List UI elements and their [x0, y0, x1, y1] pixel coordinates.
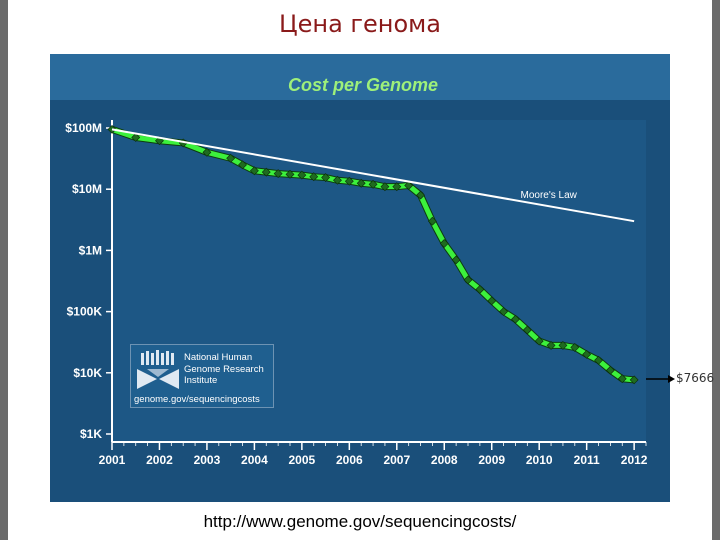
chart-svg: Cost per Genome $100M $10M $1M $100K $10K $1K 2…	[50, 54, 670, 467]
cost-point-18	[380, 182, 390, 192]
cost-point-6	[238, 160, 247, 170]
cost-point-21	[416, 190, 425, 200]
y-tick-label-5: $1K	[80, 427, 102, 441]
logo-line-3: Institute	[184, 375, 218, 386]
cost-point-9	[273, 169, 283, 179]
cost-point-37	[605, 365, 615, 375]
x-tick-label-4: 2005	[289, 453, 316, 467]
cost-point-5	[226, 153, 236, 163]
x-tick-label-6: 2007	[383, 453, 410, 467]
cost-point-31	[534, 336, 544, 346]
cost-point-30	[522, 325, 532, 335]
cost-point-29	[511, 314, 520, 324]
nhgri-logo-icon	[137, 350, 179, 389]
y-tick-label-1: $10M	[72, 182, 102, 196]
cost-point-28	[499, 307, 509, 317]
cost-point-14	[333, 175, 342, 185]
cost-point-23	[439, 239, 449, 248]
cost-point-26	[475, 285, 485, 294]
right-frame	[712, 0, 720, 540]
x-tick-label-0: 2001	[99, 453, 126, 467]
cost-point-34	[570, 342, 580, 352]
cost-point-8	[261, 167, 271, 177]
x-tick-label-9: 2010	[526, 453, 553, 467]
cost-point-25	[463, 275, 473, 285]
x-tick-label-3: 2004	[241, 453, 268, 467]
nhgri-logo-text: National Human Genome Research Institute	[184, 352, 274, 387]
chart-panel: Cost per Genome $100M $10M $1M $100K $10K $1K 2…	[50, 54, 670, 502]
cost-point-20	[404, 181, 414, 190]
x-tick-label-8: 2009	[478, 453, 505, 467]
x-tick-label-1: 2002	[146, 453, 173, 467]
moores-law-label: Moore's Law	[520, 190, 577, 201]
cost-point-27	[487, 296, 497, 306]
left-frame	[0, 0, 8, 540]
y-tick-label-2: $1M	[79, 243, 102, 257]
cost-point-22	[427, 216, 437, 226]
cost-point-15	[344, 176, 354, 186]
cost-point-13	[321, 173, 331, 182]
cost-point-33	[558, 341, 568, 350]
cost-point-32	[546, 341, 556, 350]
cost-point-36	[594, 355, 603, 365]
y-tick-label-4: $10K	[73, 366, 102, 380]
y-tick-label-3: $100K	[67, 305, 103, 319]
slide-title: Цена генома	[279, 10, 441, 38]
cost-point-2	[155, 136, 164, 146]
cost-point-19	[392, 182, 402, 192]
nhgri-logo-box	[130, 344, 274, 408]
x-tick-label-5: 2006	[336, 453, 363, 467]
x-tick-label-11: 2012	[621, 453, 648, 467]
logo-url: genome.gov/sequencingcosts	[134, 394, 260, 405]
y-tick-label-0: $100M	[65, 121, 102, 135]
cost-point-0	[107, 124, 117, 134]
cost-point-39	[629, 375, 639, 385]
cost-point-10	[285, 169, 295, 179]
cost-point-1	[131, 133, 141, 142]
chart-title: Cost per Genome	[288, 75, 438, 95]
cost-point-11	[297, 170, 307, 180]
cost-point-24	[451, 255, 461, 265]
source-url: http://www.genome.gov/sequencingcosts/	[203, 512, 517, 531]
callout-arrow-icon	[646, 375, 675, 383]
logo-line-2: Genome Research	[184, 363, 264, 375]
cost-point-17	[368, 179, 378, 189]
cost-point-35	[582, 349, 592, 359]
moores-law-line	[111, 128, 635, 223]
latest-cost-callout: $7666	[676, 371, 715, 385]
x-tick-label-7: 2008	[431, 453, 458, 467]
x-tick-label-2: 2003	[194, 453, 221, 467]
cost-point-7	[249, 166, 259, 176]
cost-point-38	[617, 374, 627, 384]
cost-point-16	[356, 178, 366, 188]
cost-point-4	[202, 147, 212, 157]
chart-title-band	[50, 54, 670, 100]
logo-line-1: National Human	[184, 352, 253, 363]
x-tick-label-10: 2011	[574, 453, 600, 467]
cost-point-12	[309, 172, 319, 182]
cost-per-genome-line	[111, 126, 635, 383]
